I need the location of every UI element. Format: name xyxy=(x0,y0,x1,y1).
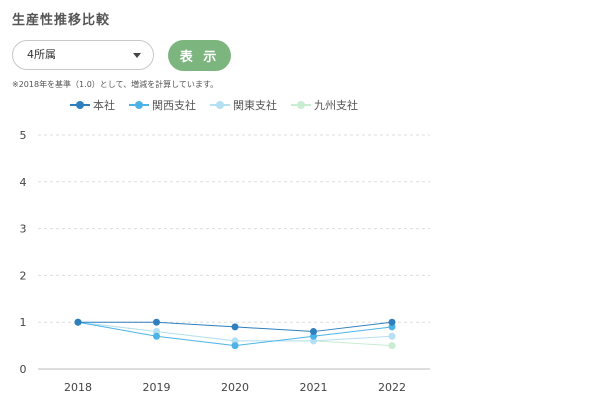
page-title: 生産性推移比較 xyxy=(12,13,111,28)
data-point-1-2020 xyxy=(231,342,239,350)
x-tick-label-2019: 2019 xyxy=(143,381,171,394)
x-tick-label-2021: 2021 xyxy=(300,381,328,394)
legend-item-1[interactable]: 関西支社 xyxy=(129,97,196,113)
legend-marker-icon xyxy=(210,100,230,110)
data-point-3-2022 xyxy=(388,342,396,350)
legend-label: 本社 xyxy=(93,99,115,112)
department-select[interactable]: 4所属 xyxy=(12,40,154,70)
x-tick-label-2018: 2018 xyxy=(64,381,92,394)
y-tick-label-4: 4 xyxy=(20,176,27,189)
y-tick-label-0: 0 xyxy=(20,363,27,376)
legend-item-3[interactable]: 九州支社 xyxy=(291,97,358,113)
caret-down-icon xyxy=(133,53,141,58)
y-tick-label-1: 1 xyxy=(20,316,27,329)
legend-marker-icon xyxy=(291,100,311,110)
y-tick-label-3: 3 xyxy=(20,223,27,236)
data-point-1-2019 xyxy=(153,332,160,340)
baseline-note: ※2018年を基準（1.0）として、増減を計算しています。 xyxy=(12,80,219,89)
legend-item-0[interactable]: 本社 xyxy=(70,97,115,113)
show-button[interactable]: 表 示 xyxy=(168,40,231,71)
department-select-value: 4所属 xyxy=(27,48,56,61)
data-point-0-2018 xyxy=(74,318,82,326)
data-point-2-2022 xyxy=(388,332,396,340)
legend-marker-icon xyxy=(129,100,149,110)
legend-label: 九州支社 xyxy=(314,99,358,112)
chart-legend: 本社 関西支社 関東支社 九州支社 xyxy=(70,97,372,113)
legend-item-2[interactable]: 関東支社 xyxy=(210,97,277,113)
legend-label: 関東支社 xyxy=(233,99,277,112)
data-point-0-2021 xyxy=(310,328,317,336)
legend-label: 関西支社 xyxy=(152,99,196,112)
y-tick-label-5: 5 xyxy=(20,129,27,142)
data-point-0-2022 xyxy=(388,318,396,326)
data-point-0-2019 xyxy=(153,318,160,326)
x-tick-label-2022: 2022 xyxy=(378,381,406,394)
y-tick-label-2: 2 xyxy=(20,269,27,282)
x-tick-label-2020: 2020 xyxy=(221,381,249,394)
data-point-0-2020 xyxy=(231,323,239,331)
legend-marker-icon xyxy=(70,100,90,110)
